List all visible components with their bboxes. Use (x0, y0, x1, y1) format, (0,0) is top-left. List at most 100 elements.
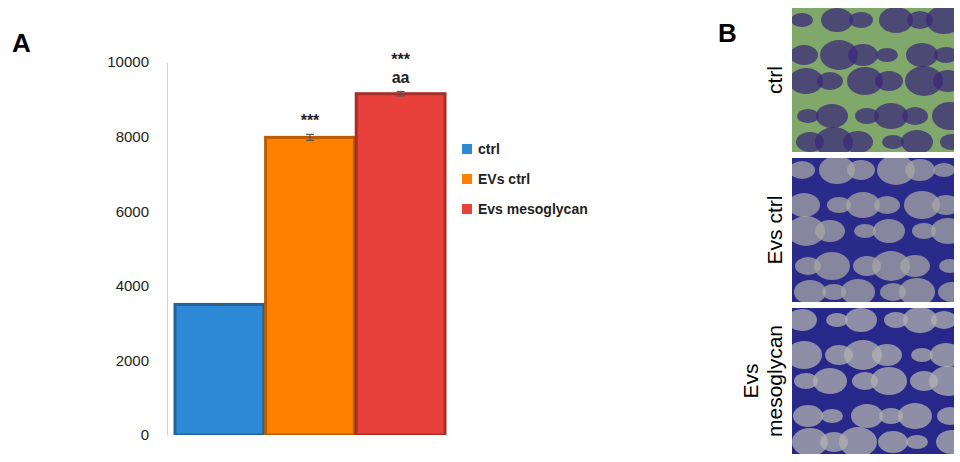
micrograph-patch (906, 43, 938, 67)
legend-label: EVs ctrl (478, 171, 530, 187)
figure: AB0200040006000800010000******aactrlEVs … (0, 0, 960, 462)
tick: 2000 (116, 352, 167, 369)
micrograph-patch (792, 13, 813, 27)
error-bar (215, 304, 223, 305)
micrograph (792, 308, 954, 454)
image-label: ctrl (763, 66, 786, 94)
micrograph-patch (932, 195, 954, 215)
micrograph-patch (792, 309, 817, 331)
annotation: *** (301, 112, 320, 129)
micrograph-patch (876, 48, 898, 62)
micrograph-patch (901, 130, 933, 152)
tick: 6000 (116, 203, 167, 220)
micrograph-patch (932, 102, 954, 130)
micrograph-patch (900, 255, 930, 277)
plot-area (175, 91, 445, 435)
micrograph-patch (792, 161, 815, 179)
legend-item: ctrl (462, 141, 500, 157)
legend-swatch (462, 174, 472, 184)
error-line (400, 91, 401, 95)
bar (175, 304, 264, 435)
error-cap (397, 91, 405, 92)
error-bar (397, 91, 405, 95)
micrograph-patch (792, 341, 822, 369)
micrograph-patch (878, 431, 908, 453)
micrograph-patch (874, 196, 900, 214)
micrograph-patch (939, 259, 954, 273)
legend: ctrl EVs ctrl Evs mesoglycan (462, 141, 588, 217)
micrograph-patch (926, 8, 954, 34)
tick-label: 4000 (116, 277, 149, 294)
micrograph-patch (931, 311, 954, 329)
annotation: *** (391, 51, 410, 68)
error-cap (215, 305, 223, 306)
panel-letter: B (718, 18, 737, 48)
tick-label: 2000 (116, 352, 149, 369)
tick: 0 (141, 426, 167, 443)
micrograph-patch (933, 70, 954, 92)
micrograph-patch (849, 12, 873, 28)
micrograph-patch (851, 404, 883, 428)
micrograph-patch (931, 218, 954, 244)
legend-item: Evs mesoglycan (462, 201, 588, 217)
micrograph-patch (930, 343, 954, 367)
micrograph-patch (826, 313, 848, 327)
tick-label: 10000 (107, 53, 149, 70)
error-cap (306, 134, 314, 135)
micrograph-patch (792, 45, 818, 65)
micrograph-patch (843, 131, 873, 152)
micrograph-patch (845, 308, 877, 332)
micrograph-patch (816, 104, 848, 128)
error-cap (397, 95, 405, 96)
y-axis: 0 2000 4000 6000 8000 10000 (107, 53, 167, 443)
panel-letter: A (12, 28, 31, 58)
image-label: Evs ctrl (763, 196, 786, 265)
micrograph-patch (882, 135, 904, 149)
bar (356, 94, 445, 435)
micrograph-patch (872, 344, 902, 366)
micrograph-patch (854, 224, 876, 238)
micrograph-patch (933, 163, 954, 177)
micrograph-patch (875, 71, 903, 91)
legend-label: Evs mesoglycan (478, 201, 588, 217)
tick-label: 6000 (116, 203, 149, 220)
micrograph-patch (792, 193, 820, 217)
micrograph-patch (898, 403, 932, 429)
micrograph-ground (792, 158, 954, 302)
micrograph-patch (938, 282, 954, 302)
micrograph-patch (940, 134, 954, 150)
micrograph-patch (911, 348, 933, 362)
micrograph-patch (821, 409, 843, 423)
micrograph-patch (821, 8, 853, 32)
tick-label: 8000 (116, 128, 149, 145)
micrograph-patch (906, 435, 928, 449)
micrograph-patch (814, 252, 850, 280)
micrograph-patch (873, 219, 905, 243)
micrograph-patch (817, 72, 843, 90)
micrograph (792, 158, 954, 302)
legend-swatch (462, 204, 472, 214)
micrograph-patch (937, 407, 954, 425)
image-label: Evsmesoglycan (739, 325, 786, 437)
tick: 4000 (116, 277, 167, 294)
micrograph-patch (813, 368, 847, 394)
legend-label: ctrl (478, 141, 500, 157)
micrograph-patch (934, 47, 954, 63)
micrograph (792, 8, 954, 152)
error-cap (306, 140, 314, 141)
micrograph-patch (815, 220, 845, 242)
micrograph-patch (899, 278, 935, 302)
micrograph-patch (936, 430, 954, 454)
micrograph-patch (839, 427, 877, 454)
legend-item: EVs ctrl (462, 171, 530, 187)
micrograph-patch (902, 107, 928, 125)
error-bar (306, 134, 314, 140)
micrograph-patch (841, 279, 875, 302)
tick-label: 0 (141, 426, 149, 443)
micrograph-patch (794, 280, 826, 302)
micrograph-patch (848, 44, 878, 66)
micrograph-patch (793, 405, 823, 427)
micrograph-patch (871, 367, 907, 395)
annotation: aa (392, 69, 410, 86)
tick: 10000 (107, 53, 167, 70)
